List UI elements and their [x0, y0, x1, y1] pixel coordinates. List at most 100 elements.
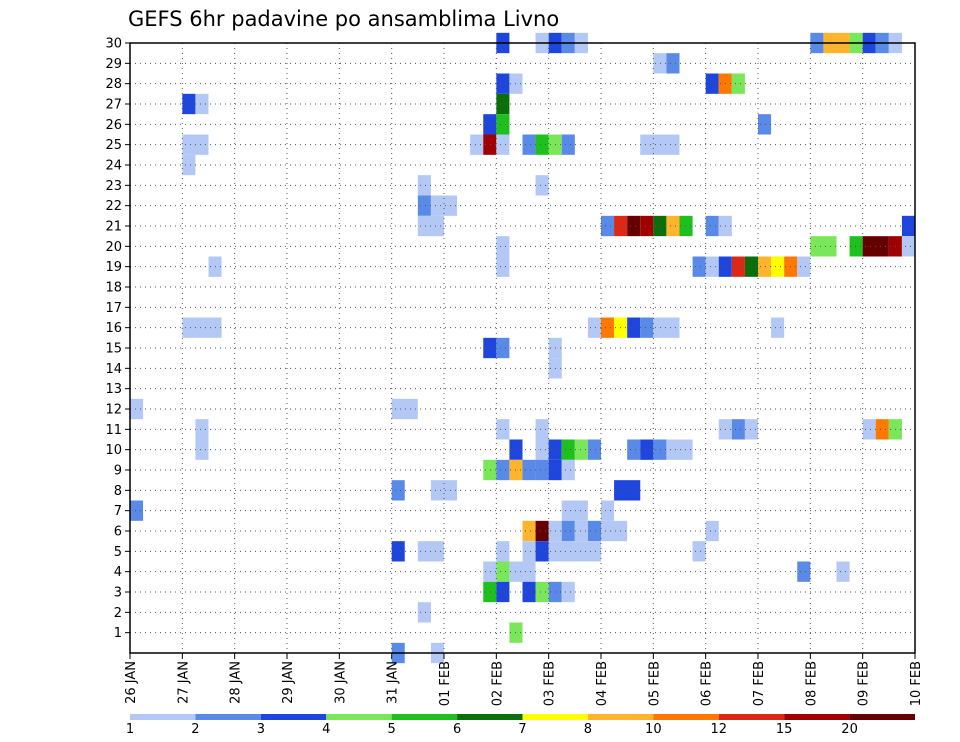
heatmap-cell: [797, 256, 811, 277]
y-tick-label: 17: [105, 301, 122, 316]
y-tick-label: 27: [105, 98, 122, 113]
heatmap-cell: [470, 134, 484, 155]
heatmap-cell: [653, 53, 667, 74]
heatmap-cell: [535, 581, 549, 603]
heatmap-cell: [627, 215, 641, 237]
x-tick-label: 06 FEB: [700, 661, 715, 706]
heatmap-cell: [496, 114, 510, 135]
heatmap-cell: [535, 459, 549, 481]
heatmap-cell: [810, 236, 837, 257]
heatmap-cells: [130, 32, 915, 664]
y-tick-label: 23: [105, 179, 122, 194]
heatmap-cell: [666, 53, 680, 74]
x-tick-label: 30 JAN: [333, 661, 348, 704]
y-tick-label: 10: [105, 443, 122, 458]
heatmap-cell: [601, 317, 615, 338]
y-tick-label: 19: [105, 260, 122, 275]
y-tick-label: 24: [105, 159, 122, 174]
heatmap-cell: [640, 317, 654, 338]
heatmap-cell: [627, 439, 641, 460]
y-tick-label: 25: [105, 138, 122, 153]
y-axis: 1234567891011121314151617181920212223242…: [105, 37, 130, 641]
heatmap-cell: [601, 520, 628, 542]
heatmap-cell: [849, 236, 863, 257]
heatmap-cell: [535, 419, 549, 440]
x-tick-label: 08 FEB: [804, 661, 819, 706]
y-tick-label: 1: [114, 626, 122, 641]
heatmap-cell: [535, 175, 549, 196]
heatmap-cell: [574, 439, 588, 460]
x-tick-label: 01 FEB: [438, 661, 453, 706]
heatmap-cell: [771, 256, 785, 277]
y-tick-label: 14: [105, 362, 122, 377]
x-tick-label: 05 FEB: [647, 661, 662, 706]
heatmap-cell: [640, 215, 654, 237]
heatmap-cell: [561, 439, 575, 460]
heatmap-cell: [587, 520, 601, 542]
heatmap-cell: [130, 398, 144, 420]
heatmap-cell: [391, 541, 405, 562]
colorbar-label: 6: [453, 722, 461, 737]
heatmap-cell: [705, 73, 719, 94]
heatmap-cell: [758, 114, 772, 135]
heatmap-cell: [758, 256, 772, 277]
heatmap-cell: [653, 317, 680, 338]
heatmap-cell: [195, 93, 209, 115]
heatmap-cell: [496, 236, 510, 257]
y-tick-label: 7: [114, 504, 122, 519]
colorbar-swatch: [457, 714, 523, 720]
y-tick-label: 18: [105, 281, 122, 296]
colorbar-label: 20: [841, 722, 858, 737]
heatmap-cell: [653, 439, 667, 460]
heatmap-cell: [601, 215, 615, 237]
heatmap-cell: [705, 215, 719, 237]
heatmap-cell: [561, 134, 575, 155]
heatmap-cell: [496, 419, 510, 440]
x-tick-label: 02 FEB: [490, 661, 505, 706]
heatmap-cell: [522, 520, 536, 542]
heatmap-cell: [875, 419, 889, 440]
heatmap-cell: [509, 561, 536, 582]
heatmap-cell: [587, 439, 601, 460]
heatmap-cell: [535, 134, 549, 155]
heatmap-cell: [483, 114, 497, 135]
heatmap-cell: [561, 459, 575, 481]
heatmap-cell: [744, 419, 758, 440]
colorbar-swatch: [195, 714, 261, 720]
y-tick-label: 6: [114, 525, 122, 540]
x-tick-label: 26 JAN: [124, 661, 139, 704]
heatmap-cell: [901, 215, 915, 237]
heatmap-cell: [391, 398, 418, 420]
heatmap-cell: [731, 419, 745, 440]
chart-title: GEFS 6hr padavine po ansamblima Livno: [128, 7, 559, 31]
colorbar-label: 3: [257, 722, 265, 737]
heatmap-cell: [430, 195, 458, 216]
heatmap-cell: [195, 419, 209, 440]
y-tick-label: 26: [105, 118, 122, 133]
y-tick-label: 30: [105, 37, 122, 52]
heatmap-cell: [653, 215, 667, 237]
y-tick-label: 8: [114, 484, 122, 499]
colorbar-swatch: [587, 714, 654, 720]
x-tick-label: 29 JAN: [281, 661, 296, 704]
heatmap-cell: [496, 561, 510, 582]
heatmap-cell: [522, 581, 536, 603]
heatmap-cell: [744, 256, 758, 277]
heatmap-cell: [797, 561, 811, 582]
colorbar-legend: 1 2 3 4 5 6 7 8 10 12 15 20: [126, 714, 915, 737]
heatmap-cell: [587, 317, 601, 338]
colorbar-swatch: [391, 714, 458, 720]
heatmap-cell: [535, 520, 549, 542]
colorbar-label: 8: [584, 722, 592, 737]
x-tick-label: 09 FEB: [857, 661, 872, 706]
y-tick-label: 9: [114, 464, 122, 479]
heatmap-cell: [561, 581, 575, 603]
x-tick-label: 28 JAN: [229, 661, 244, 704]
heatmap-cell: [627, 317, 641, 338]
colorbar-swatch: [130, 714, 196, 720]
colorbar-label: 10: [645, 722, 662, 737]
heatmap-cell: [417, 195, 431, 216]
heatmap-cell: [195, 439, 209, 460]
heatmap-cell: [496, 256, 510, 277]
